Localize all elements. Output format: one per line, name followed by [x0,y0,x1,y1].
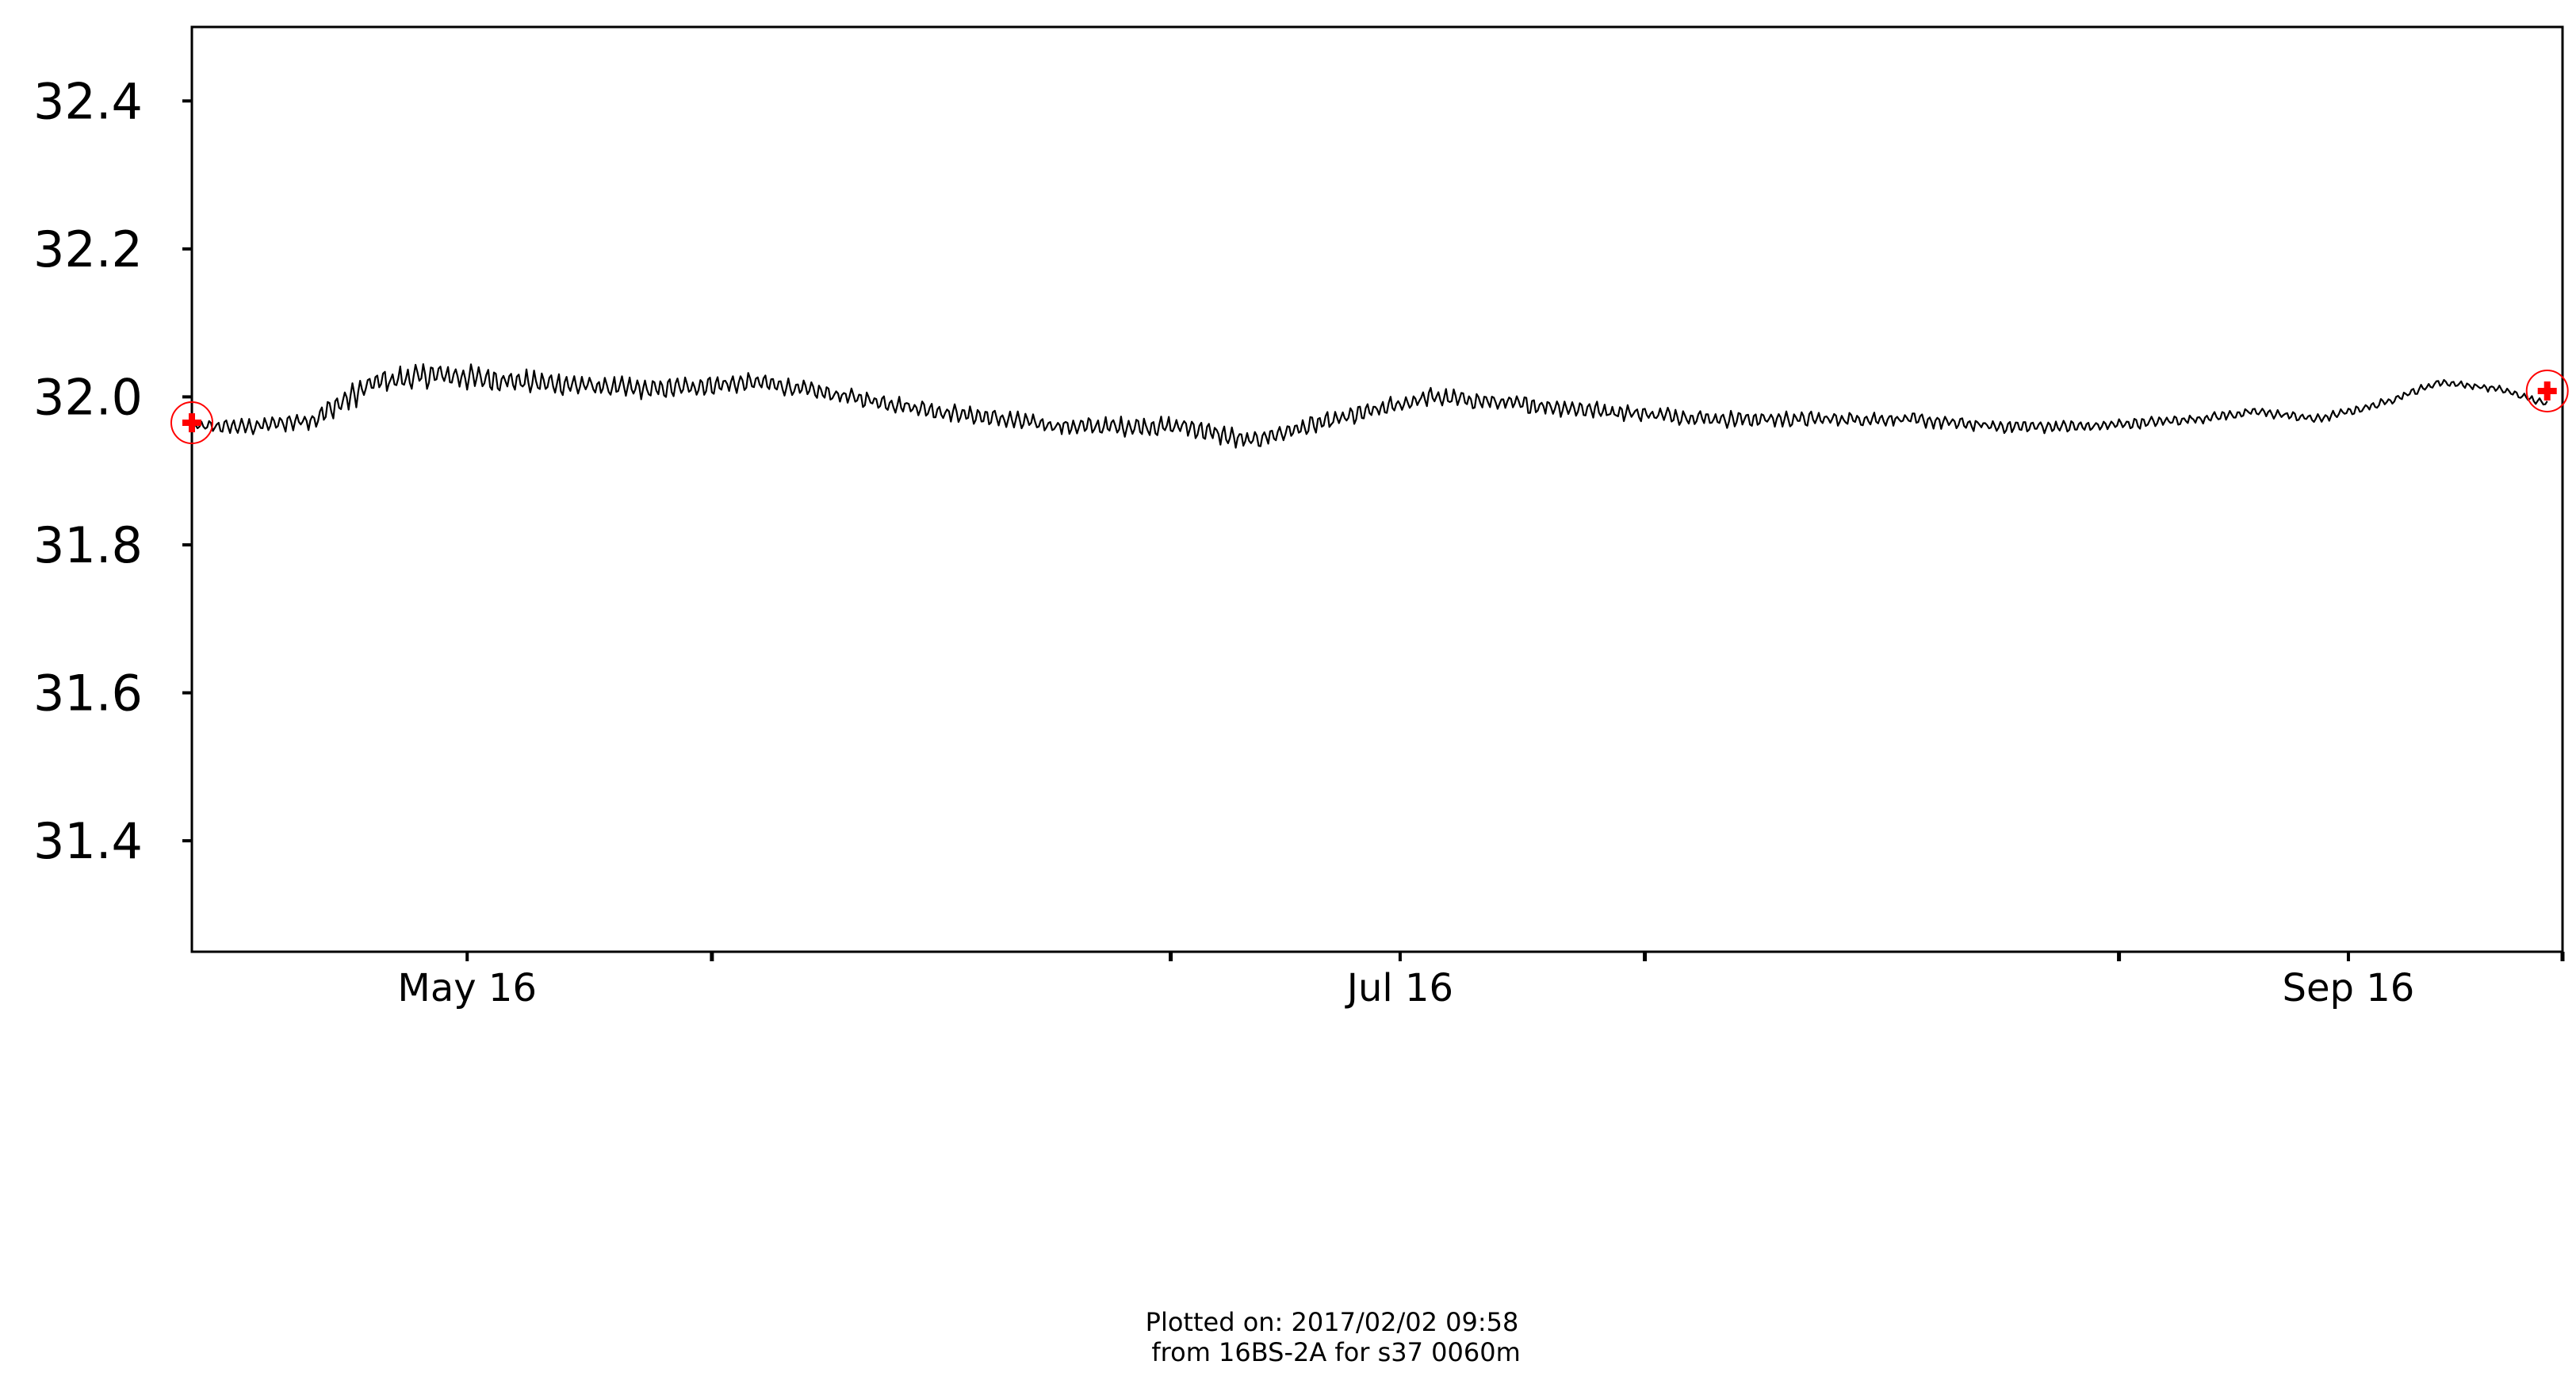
y-tick-label: 31.6 [33,665,143,723]
y-tick-label: 32.4 [33,72,143,130]
marker [2525,369,2569,412]
y-tick-label: 32.0 [33,368,143,426]
y-tick-label: 31.8 [33,516,143,574]
footer-line-2: from 16BS-2A for s37 0060m [1143,1337,1521,1367]
marker-circle [2525,369,2569,412]
y-tick-label: 32.2 [33,220,143,278]
y-tick-label: 31.4 [33,812,143,870]
x-tick-label: Jul 16 [1345,966,1453,1010]
footer-line-1: Plotted on: 2017/02/02 09:58 [1146,1307,1519,1337]
marker [170,401,213,445]
x-ticks: May 16 Jul 16 Sep 16 [397,952,2565,1010]
x-tick-label: May 16 [397,966,537,1010]
markers [170,369,2569,445]
y-ticks: 31.4 31.6 31.8 32.0 32.2 32.4 [33,72,192,870]
marker-circle [170,401,213,445]
data-line [191,363,2548,449]
x-tick-label: Sep 16 [2283,966,2415,1010]
plot-frame [190,25,2564,953]
